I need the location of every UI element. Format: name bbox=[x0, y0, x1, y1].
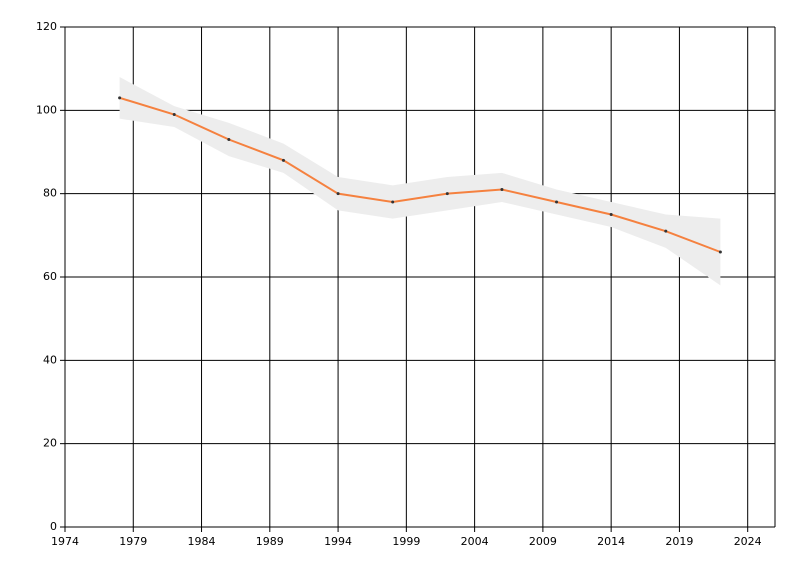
point bbox=[718, 250, 722, 254]
point bbox=[664, 229, 668, 233]
y-tick-label: 40 bbox=[43, 353, 57, 366]
point bbox=[172, 113, 176, 116]
point bbox=[500, 188, 504, 191]
point bbox=[609, 213, 613, 216]
point bbox=[118, 96, 122, 100]
y-tick-label: 120 bbox=[36, 20, 57, 33]
x-tick-label: 1989 bbox=[256, 535, 284, 548]
x-tick-label: 2004 bbox=[461, 535, 489, 548]
point bbox=[391, 200, 395, 204]
x-tick-label: 1984 bbox=[188, 535, 216, 548]
y-tick-label: 80 bbox=[43, 187, 57, 200]
line bbox=[119, 96, 721, 253]
point bbox=[227, 138, 231, 141]
x-tick-label: 1999 bbox=[392, 535, 420, 548]
point bbox=[445, 192, 449, 196]
x-tick-label: 2024 bbox=[734, 535, 762, 548]
y-tick-label: 60 bbox=[43, 270, 57, 283]
x-tick-label: 1974 bbox=[51, 535, 79, 548]
point bbox=[555, 200, 559, 204]
x-tick-label: 2014 bbox=[597, 535, 625, 548]
x-tick-label: 2019 bbox=[665, 535, 693, 548]
y-tick-label: 0 bbox=[50, 520, 57, 533]
x-tick-label: 2009 bbox=[529, 535, 557, 548]
point bbox=[336, 192, 340, 196]
x-tick-label: 1994 bbox=[324, 535, 352, 548]
point bbox=[281, 158, 285, 162]
x-tick-label: 1979 bbox=[119, 535, 147, 548]
y-tick-label: 100 bbox=[36, 103, 57, 116]
confidence-band bbox=[119, 77, 721, 286]
y-tick-label: 20 bbox=[43, 437, 57, 450]
